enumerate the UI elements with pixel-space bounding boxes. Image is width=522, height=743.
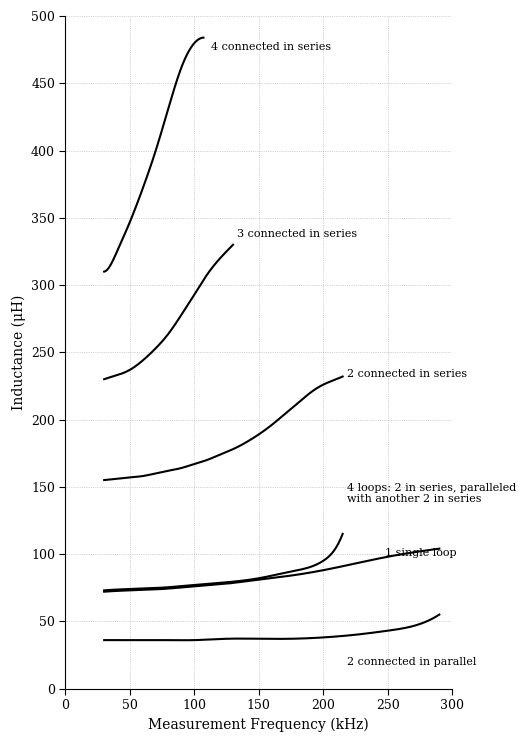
- Text: 1 single loop: 1 single loop: [385, 548, 457, 558]
- Text: 4 loops: 2 in series, paralleled
with another 2 in series: 4 loops: 2 in series, paralleled with an…: [347, 483, 516, 504]
- X-axis label: Measurement Frequency (kHz): Measurement Frequency (kHz): [148, 718, 369, 732]
- Text: 2 connected in parallel: 2 connected in parallel: [347, 657, 476, 666]
- Text: 4 connected in series: 4 connected in series: [211, 42, 331, 52]
- Y-axis label: Inductance (μH): Inductance (μH): [11, 295, 26, 410]
- Text: 2 connected in series: 2 connected in series: [347, 369, 467, 379]
- Text: 3 connected in series: 3 connected in series: [237, 229, 357, 239]
